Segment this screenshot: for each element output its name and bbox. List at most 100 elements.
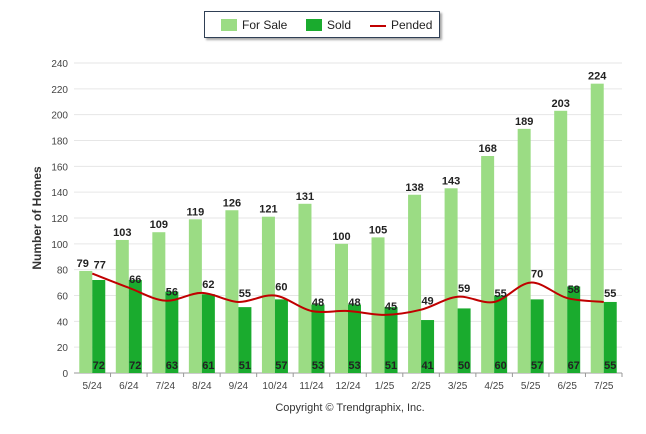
- bar-sold: [201, 294, 215, 373]
- y-tick-label: 160: [51, 162, 68, 173]
- data-label-sold: 60: [495, 360, 507, 372]
- bar-for-sale: [408, 194, 422, 373]
- legend-label-for-sale: For Sale: [242, 18, 288, 32]
- y-tick-label: 40: [57, 317, 69, 328]
- y-tick-label: 80: [57, 266, 69, 277]
- bar-sold: [311, 304, 325, 373]
- bar-sold: [274, 299, 288, 373]
- data-label-for-sale: 109: [150, 219, 168, 231]
- data-label-sold: 51: [385, 360, 397, 372]
- y-tick-label: 120: [51, 214, 68, 225]
- bar-sold: [530, 299, 544, 373]
- bar-for-sale: [79, 270, 93, 373]
- y-axis-title: Number of Homes: [30, 166, 44, 270]
- y-tick-label: 180: [51, 137, 68, 148]
- bar-for-sale: [115, 239, 129, 373]
- x-tick-label: 2/25: [411, 381, 431, 392]
- data-label-for-sale: 119: [186, 206, 204, 218]
- bar-for-sale: [298, 203, 312, 373]
- data-label-for-sale: 105: [369, 224, 387, 236]
- data-label-sold: 53: [348, 360, 360, 372]
- data-label-sold: 72: [93, 360, 105, 372]
- x-tick-label: 4/25: [484, 381, 504, 392]
- y-tick-label: 20: [57, 343, 69, 354]
- bar-for-sale: [590, 83, 604, 374]
- y-tick-label: 60: [57, 292, 69, 303]
- bar-for-sale: [225, 210, 239, 373]
- data-label-sold: 61: [202, 360, 214, 372]
- data-label-pended: 58: [568, 284, 580, 296]
- x-tick-label: 5/24: [83, 381, 103, 392]
- y-tick-label: 220: [51, 85, 68, 96]
- bar-sold: [384, 307, 398, 373]
- data-label-for-sale: 224: [588, 71, 607, 83]
- bar-sold: [165, 291, 179, 373]
- data-label-for-sale: 189: [515, 116, 533, 128]
- data-label-pended: 66: [129, 274, 141, 286]
- y-tick-label: 0: [62, 369, 68, 380]
- bar-sold: [421, 320, 435, 373]
- bar-sold: [128, 280, 142, 373]
- bar-sold: [567, 286, 581, 373]
- data-label-pended: 56: [166, 287, 178, 299]
- x-tick-label: 9/24: [229, 381, 249, 392]
- bar-sold: [92, 280, 106, 373]
- data-label-for-sale: 138: [405, 182, 423, 194]
- data-label-for-sale: 126: [223, 197, 241, 209]
- legend-swatch-pended: [370, 25, 386, 27]
- data-label-pended: 49: [421, 296, 433, 308]
- bar-sold: [457, 308, 471, 373]
- bar-for-sale: [335, 243, 348, 373]
- line-pended: [91, 272, 604, 316]
- data-label-pended: 55: [604, 288, 616, 300]
- x-tick-label: 7/24: [156, 381, 176, 392]
- data-label-pended: 77: [94, 260, 106, 272]
- bar-sold: [494, 295, 508, 373]
- legend-label-pended: Pended: [391, 18, 433, 32]
- data-label-pended: 45: [385, 301, 397, 313]
- y-tick-label: 100: [51, 240, 68, 251]
- data-label-sold: 63: [166, 360, 178, 372]
- y-tick-label: 140: [51, 188, 68, 199]
- bar-for-sale: [517, 128, 531, 373]
- data-label-for-sale: 168: [478, 143, 496, 155]
- y-tick-label: 200: [51, 111, 68, 122]
- x-tick-label: 8/24: [192, 381, 212, 392]
- data-label-sold: 50: [458, 360, 470, 372]
- x-tick-label: 5/25: [521, 381, 541, 392]
- data-label-pended: 60: [275, 282, 287, 294]
- x-tick-label: 10/24: [262, 381, 287, 392]
- data-label-sold: 55: [604, 360, 616, 372]
- data-label-pended: 48: [348, 297, 360, 309]
- data-label-for-sale: 79: [77, 258, 89, 270]
- y-tick-label: 240: [51, 59, 68, 70]
- x-tick-label: 3/25: [448, 381, 468, 392]
- data-label-for-sale: 121: [259, 204, 277, 216]
- data-label-sold: 57: [275, 360, 287, 372]
- bar-for-sale: [481, 156, 495, 373]
- data-label-sold: 72: [129, 360, 141, 372]
- bar-sold: [603, 301, 617, 373]
- x-tick-label: 7/25: [594, 381, 614, 392]
- bar-for-sale: [371, 237, 385, 373]
- bar-for-sale: [554, 110, 568, 374]
- bar-for-sale: [444, 188, 458, 373]
- data-label-sold: 67: [568, 360, 580, 372]
- legend-swatch-for-sale: [221, 19, 237, 31]
- data-label-pended: 55: [495, 288, 507, 300]
- data-label-for-sale: 203: [552, 98, 570, 110]
- bar-for-sale: [152, 232, 166, 373]
- data-label-pended: 59: [458, 283, 470, 295]
- data-label-sold: 41: [421, 360, 433, 372]
- data-label-pended: 62: [202, 279, 214, 291]
- x-tick-label: 6/24: [119, 381, 139, 392]
- data-label-sold: 51: [239, 360, 251, 372]
- bar-sold: [238, 307, 252, 373]
- data-label-for-sale: 143: [442, 175, 460, 187]
- data-label-pended: 48: [312, 297, 324, 309]
- legend-label-sold: Sold: [327, 18, 352, 32]
- x-tick-label: 11/24: [299, 381, 324, 392]
- chart-legend: For Sale Sold Pended: [204, 11, 440, 38]
- x-tick-label: 6/25: [557, 381, 577, 392]
